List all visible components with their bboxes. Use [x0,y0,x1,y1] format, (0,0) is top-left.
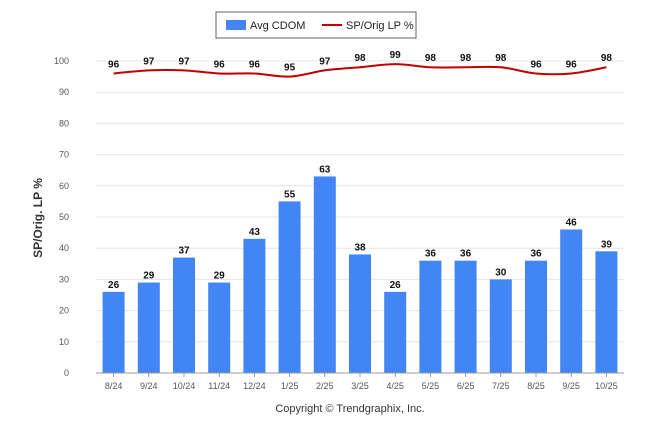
y-tick-label: 0 [64,368,69,378]
bar-data-labels: 26 29 37 29 43 55 63 38 26 36 36 30 36 46 39 [108,164,612,290]
bar-value-label: 55 [284,189,296,200]
line-value-label: 97 [319,56,331,67]
x-tick-label: 7/25 [492,381,510,391]
x-tick-label: 4/25 [386,381,404,391]
bar [419,260,442,373]
x-tick-label: 9/25 [562,381,580,391]
y-tick-label: 70 [59,150,69,160]
y-tick-label: 20 [59,306,69,316]
bar [384,291,407,373]
line-data-labels: 96 97 97 96 96 95 97 98 99 98 98 98 96 96 98 [108,50,612,73]
x-tick-label: 3/25 [351,381,369,391]
y-tick-label: 80 [59,118,69,128]
x-tick-label: 8/25 [527,381,545,391]
bar [595,251,618,373]
bar [525,260,547,373]
bar-value-label: 29 [214,271,226,282]
line-value-label: 96 [249,59,261,70]
copyright-text: Copyright © Trendgraphix, Inc. [275,403,424,415]
bar-value-label: 36 [460,249,472,260]
x-axis-ticks: 8/24 9/24 10/24 11/24 12/24 1/25 2/25 3/25 4/25 5… [105,373,618,391]
bar [454,260,477,373]
bar-value-label: 36 [530,249,542,260]
x-tick-label: 1/25 [281,381,299,391]
line-value-label: 98 [425,53,437,64]
x-tick-label: 2/25 [316,381,334,391]
x-tick-label: 11/24 [208,381,230,391]
line-value-label: 96 [566,59,578,70]
y-tick-label: 100 [54,56,69,66]
y-axis-label: SP/Orig. LP % [31,178,45,258]
bar [278,201,301,373]
x-tick-label: 6/25 [457,381,475,391]
y-tick-label: 50 [59,212,69,222]
line-value-label: 98 [601,53,613,64]
bar [137,282,160,373]
line-value-label: 99 [390,50,402,61]
line-series [113,63,607,78]
y-tick-label: 60 [59,181,69,191]
line-value-label: 96 [108,59,120,70]
bar [208,282,231,373]
line-value-label: 96 [530,59,542,70]
x-tick-label: 10/24 [173,381,196,391]
line-value-label: 98 [495,53,507,64]
legend-swatch-bar [226,20,246,30]
y-tick-label: 40 [59,243,69,253]
y-axis-ticks: 0 10 20 30 40 50 60 70 80 90 100 [54,56,69,378]
bar [313,176,336,373]
x-tick-label: 8/24 [105,381,123,391]
bar [489,279,512,373]
y-tick-label: 90 [59,87,69,97]
x-tick-label: 12/24 [243,381,266,391]
line-value-label: 97 [143,56,155,67]
bar-value-label: 26 [108,280,120,291]
bar-value-label: 37 [178,246,190,257]
bar [173,257,195,373]
line-value-label: 95 [284,63,296,74]
bar [560,229,583,373]
bar-value-label: 46 [566,217,578,228]
y-tick-label: 30 [59,274,69,284]
line-value-label: 96 [214,59,226,70]
bar-value-label: 43 [249,227,261,238]
bar-value-label: 29 [143,271,155,282]
legend-label-bar: Avg CDOM [250,20,305,32]
x-tick-label: 10/25 [595,381,618,391]
bar-value-label: 39 [601,239,613,250]
x-tick-label: 9/24 [140,381,158,391]
bar-value-label: 38 [354,242,366,253]
legend: Avg CDOM SP/Orig LP % [215,11,417,39]
bar [102,291,125,373]
bar-value-label: 36 [425,249,437,260]
bar-value-label: 63 [319,164,331,175]
legend-label-line: SP/Orig LP % [346,20,414,32]
line-value-label: 97 [178,56,190,67]
bar [349,254,371,373]
y-tick-label: 10 [59,337,69,347]
line-path [113,63,607,78]
line-value-label: 98 [460,53,472,64]
legend-box [215,11,417,39]
x-tick-label: 5/25 [422,381,440,391]
line-value-label: 98 [354,53,366,64]
bar-value-label: 26 [390,280,402,291]
bar [243,238,266,373]
bar-value-label: 30 [495,267,507,278]
bar-series [102,176,618,373]
